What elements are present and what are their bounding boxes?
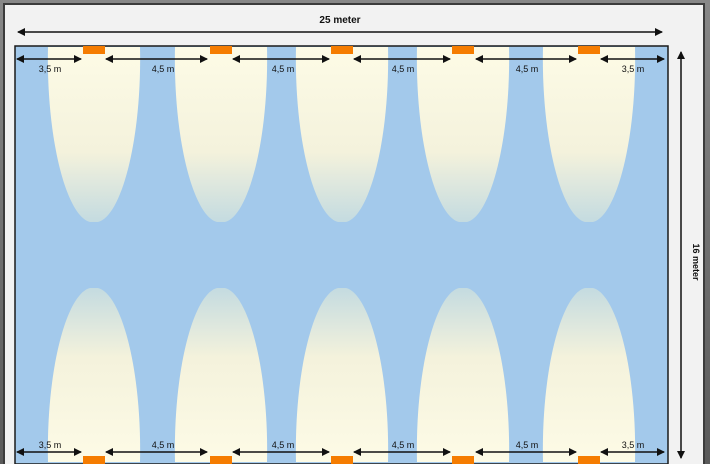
spacing-top-label-1: 3,5 m <box>39 64 62 74</box>
lamps-top-row <box>83 46 600 54</box>
spacing-bottom-label-2: 4,5 m <box>152 440 175 450</box>
lamp-top-3 <box>331 46 353 54</box>
lamp-bottom-5 <box>578 456 600 464</box>
spacing-bottom-label-3: 4,5 m <box>272 440 295 450</box>
lamp-top-5 <box>578 46 600 54</box>
spacing-top-label-6: 3,5 m <box>622 64 645 74</box>
light-beam-bottom-4 <box>416 288 510 462</box>
light-beam-top-1 <box>47 47 141 222</box>
lamp-top-1 <box>83 46 105 54</box>
light-beam-bottom-5 <box>542 288 636 462</box>
light-beams-bottom-row <box>47 288 636 462</box>
light-beam-top-4 <box>416 47 510 222</box>
spacing-top-label-4: 4,5 m <box>392 64 415 74</box>
light-beam-top-2 <box>174 47 268 222</box>
light-beams-top-row <box>47 47 636 222</box>
lamp-top-2 <box>210 46 232 54</box>
lamp-bottom-1 <box>83 456 105 464</box>
spacing-bottom-label-5: 4,5 m <box>516 440 539 450</box>
spacing-bottom-label-1: 3,5 m <box>39 440 62 450</box>
spacing-dimensions-bottom: 3,5 m 4,5 m 4,5 m 4,5 m 4,5 m 3,5 m <box>16 440 665 456</box>
spacing-bottom-label-4: 4,5 m <box>392 440 415 450</box>
width-dimension-label: 25 meter <box>319 15 360 26</box>
light-beam-top-3 <box>295 47 389 222</box>
light-beam-bottom-3 <box>295 288 389 462</box>
height-dimension-label: 16 meter <box>691 243 701 281</box>
spacing-top-label-5: 4,5 m <box>516 64 539 74</box>
lamp-top-4 <box>452 46 474 54</box>
light-beam-bottom-2 <box>174 288 268 462</box>
lamp-bottom-2 <box>210 456 232 464</box>
spacing-dimensions-top: 3,5 m 4,5 m 4,5 m 4,5 m 4,5 m 3,5 m <box>16 55 665 74</box>
light-beam-bottom-1 <box>47 288 141 462</box>
lamp-bottom-4 <box>452 456 474 464</box>
spacing-top-label-2: 4,5 m <box>152 64 175 74</box>
lamp-bottom-3 <box>331 456 353 464</box>
spacing-bottom-label-6: 3,5 m <box>622 440 645 450</box>
spacing-top-label-3: 4,5 m <box>272 64 295 74</box>
light-beam-top-5 <box>542 47 636 222</box>
lamps-bottom-row <box>83 456 600 464</box>
